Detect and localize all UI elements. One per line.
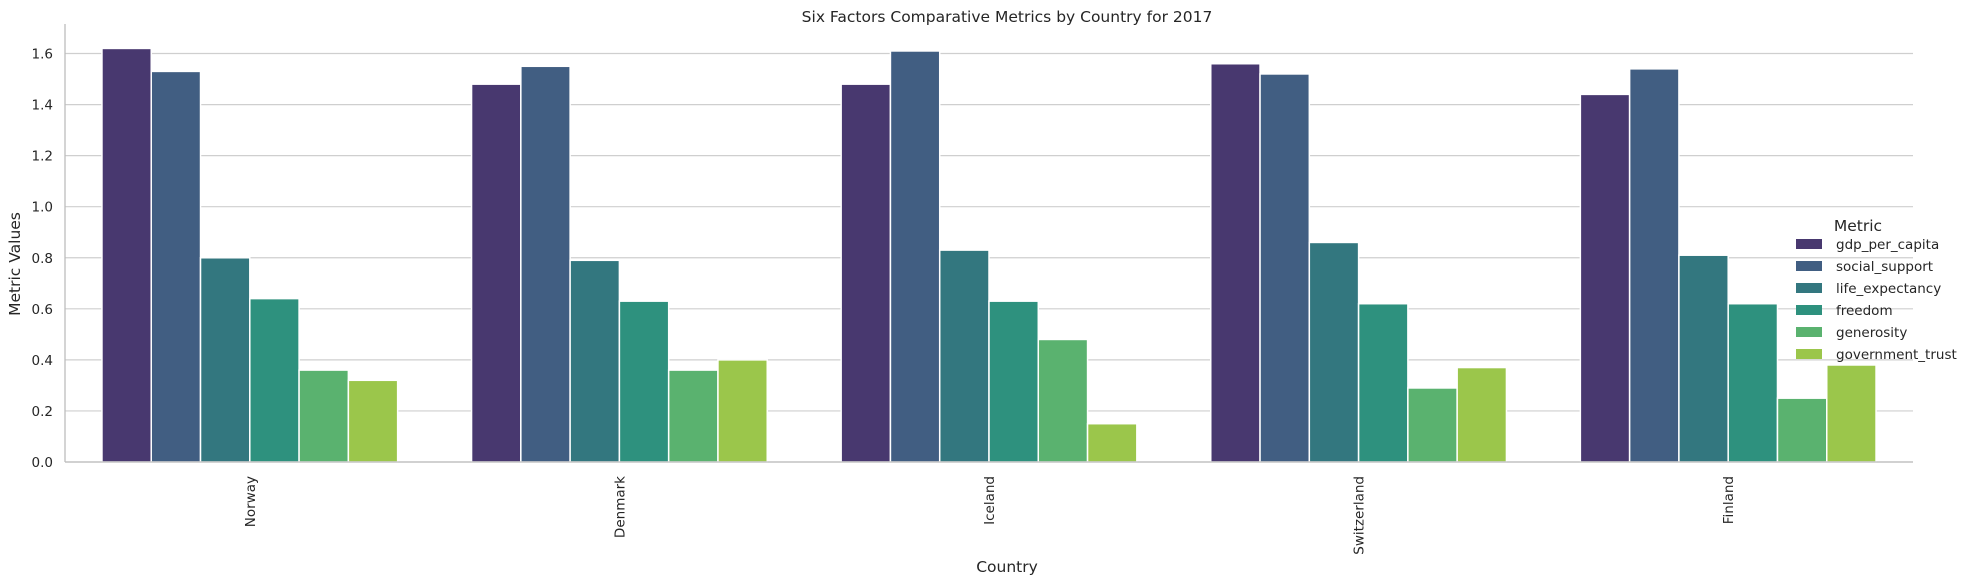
y-ticks: 0.0 0.2 0.4 0.6 0.8 1.0 1.2 1.4 1.6 <box>32 47 53 471</box>
y-tick-label: 1.2 <box>32 149 53 165</box>
bar-gdp_per_capita-switzerland <box>1210 62 1261 463</box>
legend-label-gdp_per_capita: gdp_per_capita <box>1836 237 1939 253</box>
bar-government_trust-finland <box>1826 364 1877 463</box>
y-tick-label: 0.2 <box>32 404 53 420</box>
x-tick-label-denmark: Denmark <box>612 476 628 538</box>
bar-freedom-iceland <box>988 300 1040 463</box>
bar-life_expectancy-switzerland <box>1308 241 1360 463</box>
x-axis-label: Country <box>976 558 1038 576</box>
bar-life_expectancy-iceland <box>938 249 990 463</box>
legend-label-generosity: generosity <box>1836 325 1907 341</box>
bar-freedom-finland <box>1727 302 1779 463</box>
legend-title: Metric <box>1834 217 1882 235</box>
x-ticks: Norway Denmark Iceland Switzerland Finland <box>243 476 1737 555</box>
bar-social_support-norway <box>150 70 202 463</box>
bar-social_support-finland <box>1628 68 1680 463</box>
legend-swatch-gdp_per_capita <box>1796 239 1822 249</box>
y-tick-label: 1.6 <box>32 47 53 63</box>
bar-social_support-denmark <box>520 65 571 463</box>
bar-life_expectancy-finland <box>1678 254 1729 463</box>
bar-gdp_per_capita-denmark <box>470 83 522 463</box>
legend-label-social_support: social_support <box>1836 259 1933 275</box>
legend: Metric gdp_per_capita social_support life_… <box>1796 217 1957 363</box>
bar-freedom-norway <box>249 297 300 463</box>
bar-generosity-switzerland <box>1407 387 1458 463</box>
bar-generosity-iceland <box>1037 338 1089 463</box>
y-tick-label: 0.6 <box>32 302 53 318</box>
y-axis-label: Metric Values <box>6 212 24 316</box>
bar-generosity-norway <box>298 369 350 463</box>
legend-swatch-generosity <box>1796 327 1822 337</box>
y-tick-label: 0.8 <box>32 251 53 267</box>
bar-social_support-switzerland <box>1259 73 1311 463</box>
x-tick-label-iceland: Iceland <box>982 476 998 525</box>
axes <box>64 24 1913 463</box>
bars <box>101 47 1877 463</box>
x-tick-label-switzerland: Switzerland <box>1352 476 1368 555</box>
legend-swatch-life_expectancy <box>1796 283 1822 293</box>
legend-label-life_expectancy: life_expectancy <box>1836 281 1941 297</box>
bar-freedom-switzerland <box>1357 302 1409 463</box>
bar-government_trust-switzerland <box>1456 366 1508 463</box>
x-tick-label-norway: Norway <box>243 476 259 527</box>
bar-government_trust-denmark <box>717 359 768 463</box>
legend-swatch-social_support <box>1796 261 1822 271</box>
y-tick-label: 1.4 <box>32 98 53 114</box>
legend-swatch-government_trust <box>1796 349 1822 359</box>
bar-gdp_per_capita-norway <box>101 47 152 463</box>
bar-life_expectancy-norway <box>199 257 251 463</box>
legend-label-government_trust: government_trust <box>1836 347 1957 363</box>
y-tick-label: 0.4 <box>32 353 53 369</box>
bar-social_support-iceland <box>889 50 941 463</box>
chart-title: Six Factors Comparative Metrics by Count… <box>802 8 1213 26</box>
bar-gdp_per_capita-finland <box>1579 93 1631 463</box>
bar-government_trust-iceland <box>1086 422 1138 463</box>
bar-gdp_per_capita-iceland <box>840 83 892 463</box>
x-tick-label-finland: Finland <box>1721 476 1737 524</box>
legend-swatch-freedom <box>1796 305 1822 315</box>
bar-freedom-denmark <box>618 300 670 463</box>
legend-label-freedom: freedom <box>1836 303 1893 319</box>
y-tick-label: 1.0 <box>32 200 53 216</box>
bar-generosity-denmark <box>667 369 719 463</box>
bar-government_trust-norway <box>347 379 399 463</box>
bar-life_expectancy-denmark <box>569 259 621 463</box>
y-tick-label: 0.0 <box>32 455 53 471</box>
bar-generosity-finland <box>1776 397 1828 463</box>
